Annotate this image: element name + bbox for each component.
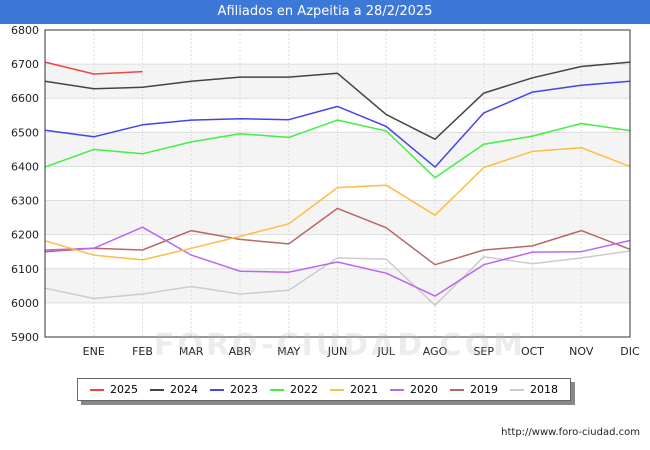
series-lines <box>44 61 631 307</box>
x-tick-label: ENE <box>83 345 105 358</box>
source-url: http://www.foro-ciudad.com <box>501 427 640 438</box>
series-line-2020 <box>44 226 631 297</box>
x-tick-label: AGO <box>423 345 448 358</box>
legend-label: 2020 <box>410 383 438 396</box>
x-tick-label: FEB <box>132 345 153 358</box>
legend-label: 2021 <box>350 383 378 396</box>
legend-item-2022: 2022 <box>270 383 318 396</box>
series-line-2022 <box>44 119 631 179</box>
legend-swatch <box>90 388 104 391</box>
legend-item-2023: 2023 <box>210 383 258 396</box>
x-tick-label: JUL <box>377 345 396 358</box>
legend-swatch <box>450 388 464 391</box>
legend-swatch <box>330 388 344 391</box>
legend-item-2018: 2018 <box>510 383 558 396</box>
legend-item-2024: 2024 <box>150 383 198 396</box>
series-line-2018 <box>44 250 631 307</box>
legend-label: 2025 <box>110 383 138 396</box>
y-tick-label: 6300 <box>11 195 39 208</box>
legend-label: 2018 <box>530 383 558 396</box>
plot-band <box>45 132 630 167</box>
x-tick-label: ABR <box>229 345 252 358</box>
y-tick-label: 6700 <box>11 58 39 71</box>
plot-frame <box>44 29 631 338</box>
series-line-2024 <box>44 61 631 140</box>
legend-swatch <box>390 388 404 391</box>
series-line-2023 <box>44 80 631 168</box>
legend-swatch <box>150 388 164 391</box>
y-tick-label: 6000 <box>11 297 39 310</box>
y-axis-tick-labels: 5900 6000 6100 6200 6300 6400 6500 6600 6700 6800 <box>11 24 39 344</box>
legend-item-2021: 2021 <box>330 383 378 396</box>
plot-band <box>45 64 630 99</box>
series-line-2019 <box>44 207 631 266</box>
y-tick-label: 6600 <box>11 92 39 105</box>
legend-swatch <box>270 388 284 391</box>
plot-band <box>45 200 630 235</box>
series-line-2021 <box>44 146 631 261</box>
y-tick-label: 6500 <box>11 126 39 139</box>
y-tick-label: 6100 <box>11 263 39 276</box>
series-line-2025 <box>44 61 143 75</box>
y-tick-label: 6800 <box>11 24 39 37</box>
legend-swatch <box>510 388 524 391</box>
legend-swatch <box>210 388 224 391</box>
x-tick-label: SEP <box>473 345 494 358</box>
x-tick-label: MAR <box>179 345 204 358</box>
x-axis-tick-labels: ENE FEB MAR ABR MAY JUN JUL AGO SEP OCT NOV DIC <box>83 345 640 358</box>
legend-label: 2019 <box>470 383 498 396</box>
y-tick-label: 6400 <box>11 160 39 173</box>
legend-item-2025: 2025 <box>90 383 138 396</box>
y-tick-label: 5900 <box>11 331 39 344</box>
plot-band <box>45 268 630 303</box>
legend-label: 2022 <box>290 383 318 396</box>
y-tick-label: 6200 <box>11 229 39 242</box>
x-tick-label: JUN <box>327 345 348 358</box>
x-tick-label: MAY <box>277 345 300 358</box>
chart-title: Afiliados en Azpeitia a 28/2/2025 <box>0 0 650 24</box>
x-tick-label: DIC <box>620 345 640 358</box>
legend-item-2020: 2020 <box>390 383 438 396</box>
legend-label: 2024 <box>170 383 198 396</box>
legend-label: 2023 <box>230 383 258 396</box>
x-tick-label: OCT <box>521 345 544 358</box>
x-tick-label: NOV <box>569 345 594 358</box>
legend-item-2019: 2019 <box>450 383 498 396</box>
legend: 2025 2024 2023 2022 2021 2020 2019 2018 <box>77 378 571 401</box>
